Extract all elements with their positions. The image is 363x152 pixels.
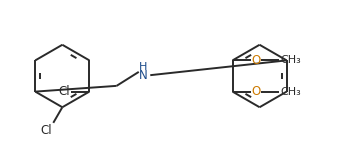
- Text: CH₃: CH₃: [280, 87, 301, 97]
- Text: O: O: [252, 85, 261, 98]
- Text: CH₃: CH₃: [280, 55, 301, 65]
- Text: H: H: [139, 62, 147, 72]
- Text: N: N: [139, 69, 147, 82]
- Text: Cl: Cl: [58, 85, 70, 98]
- Text: O: O: [252, 54, 261, 67]
- Text: Cl: Cl: [40, 124, 52, 138]
